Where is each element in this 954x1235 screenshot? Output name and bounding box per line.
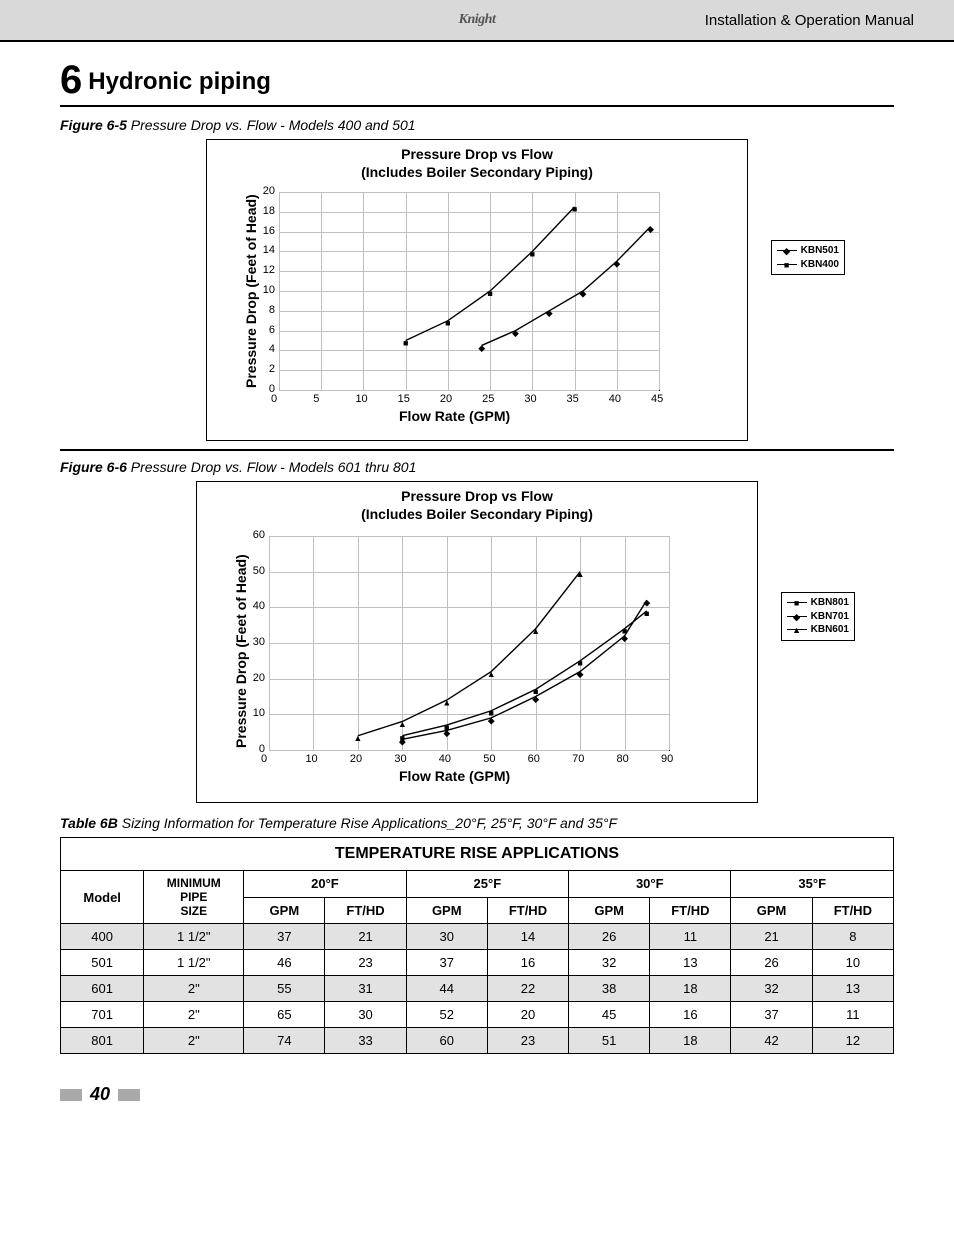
divider (60, 105, 894, 107)
svg-text:▲: ▲ (398, 719, 407, 729)
svg-text:■: ■ (487, 288, 492, 298)
svg-text:◆: ◆ (512, 328, 519, 338)
svg-text:◆: ◆ (643, 598, 650, 608)
svg-text:■: ■ (644, 608, 649, 618)
svg-text:■: ■ (577, 658, 582, 668)
temperature-rise-table: TEMPERATURE RISE APPLICATIONSModelMINIMU… (60, 837, 894, 1054)
figure65-caption: Figure 6-5 Pressure Drop vs. Flow - Mode… (60, 117, 894, 133)
svg-text:◆: ◆ (532, 694, 539, 704)
figure65-caption-text: Pressure Drop vs. Flow - Models 400 and … (131, 117, 416, 133)
page-number: 40 (90, 1084, 110, 1105)
svg-text:◆: ◆ (577, 669, 584, 679)
figure66-chart: Pressure Drop vs Flow (Includes Boiler S… (196, 481, 758, 803)
figure65-chart: Pressure Drop vs Flow (Includes Boiler S… (206, 139, 748, 441)
svg-text:◆: ◆ (478, 343, 485, 353)
svg-text:◆: ◆ (488, 715, 495, 725)
svg-text:◆: ◆ (546, 308, 553, 318)
figure66-caption: Figure 6-6 Pressure Drop vs. Flow - Mode… (60, 459, 894, 475)
table6b-label: Table 6B (60, 815, 118, 831)
svg-text:▲: ▲ (531, 626, 540, 636)
figure66-label: Figure 6-6 (60, 459, 127, 475)
table6b-caption-text: Sizing Information for Temperature Rise … (122, 815, 617, 831)
manual-title: Installation & Operation Manual (705, 12, 914, 29)
svg-text:◆: ◆ (399, 737, 406, 747)
svg-text:◆: ◆ (621, 633, 628, 643)
svg-text:▲: ▲ (442, 697, 451, 707)
svg-text:▲: ▲ (576, 569, 585, 579)
svg-text:■: ■ (530, 249, 535, 259)
svg-text:■: ■ (403, 338, 408, 348)
svg-text:◆: ◆ (443, 728, 450, 738)
header-bar: Knight Installation & Operation Manual (0, 0, 954, 42)
svg-text:■: ■ (572, 204, 577, 214)
svg-text:▲: ▲ (487, 669, 496, 679)
svg-text:◆: ◆ (647, 224, 654, 234)
footer-decor-right (118, 1089, 140, 1101)
divider (60, 449, 894, 451)
section-heading: 6Hydronic piping (60, 58, 894, 103)
footer-decor-left (60, 1089, 82, 1101)
svg-text:◆: ◆ (613, 259, 620, 269)
svg-text:▲: ▲ (353, 733, 362, 743)
svg-text:■: ■ (445, 318, 450, 328)
figure66-caption-text: Pressure Drop vs. Flow - Models 601 thru… (131, 459, 417, 475)
brand-logo: Knight (459, 12, 496, 28)
page-footer: 40 (0, 1074, 954, 1125)
section-number: 6 (60, 58, 82, 102)
table6b-caption: Table 6B Sizing Information for Temperat… (60, 815, 894, 831)
section-title-text: Hydronic piping (88, 68, 271, 95)
svg-text:◆: ◆ (580, 288, 587, 298)
figure65-label: Figure 6-5 (60, 117, 127, 133)
page-content: 6Hydronic piping Figure 6-5 Pressure Dro… (0, 42, 954, 1074)
